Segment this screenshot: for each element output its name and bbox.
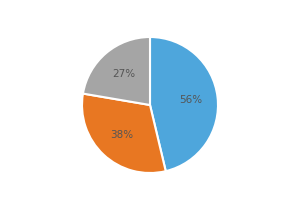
Wedge shape [83, 37, 150, 105]
Wedge shape [150, 37, 218, 171]
Text: 27%: 27% [112, 69, 135, 79]
Wedge shape [82, 94, 166, 173]
Text: 38%: 38% [110, 130, 134, 140]
Text: 56%: 56% [179, 95, 202, 105]
